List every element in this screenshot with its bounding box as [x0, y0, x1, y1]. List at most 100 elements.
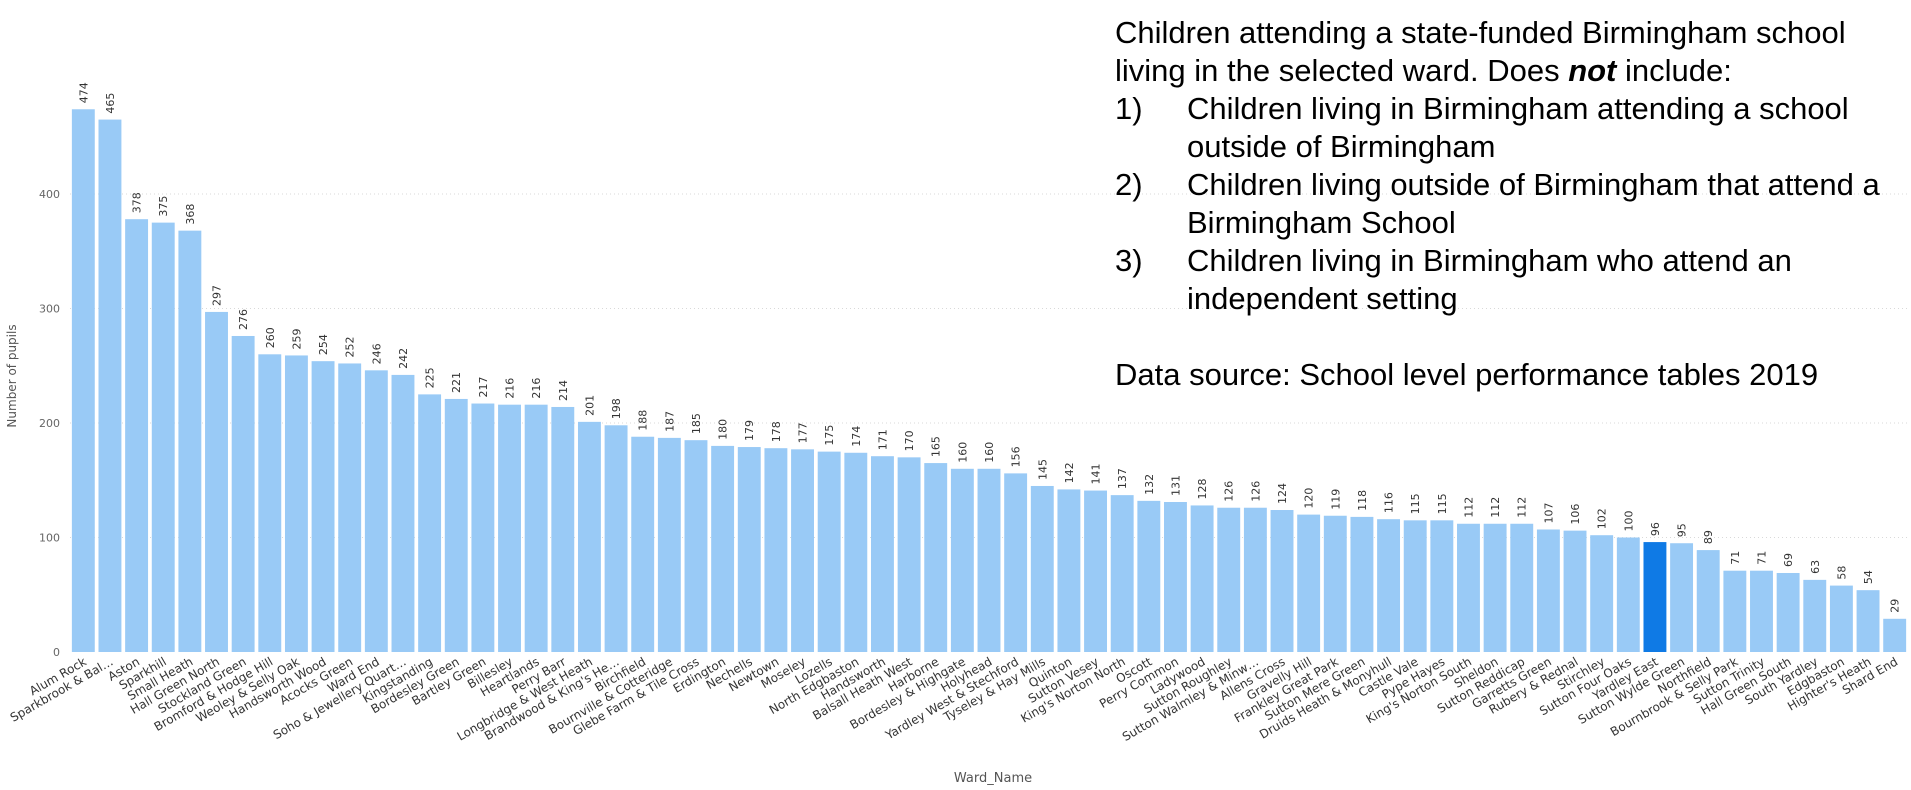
bar[interactable] — [1643, 542, 1667, 652]
note-item: 3) Children living in Birmingham who atte… — [1115, 243, 1792, 316]
bar-value-label: 145 — [1036, 459, 1049, 480]
bar[interactable] — [1243, 507, 1267, 652]
bar-value-label: 112 — [1516, 497, 1529, 518]
bar[interactable] — [950, 468, 974, 652]
bar-value-label: 225 — [424, 367, 437, 388]
bar-value-label: 368 — [184, 204, 197, 225]
bar[interactable] — [1190, 505, 1214, 652]
bar-value-label: 259 — [290, 328, 303, 349]
bar[interactable] — [870, 456, 894, 652]
bar[interactable] — [1430, 520, 1454, 652]
bar[interactable] — [205, 311, 228, 652]
bar[interactable] — [1803, 579, 1827, 652]
bar[interactable] — [924, 463, 948, 652]
bar[interactable] — [178, 230, 202, 652]
bar[interactable] — [684, 440, 708, 652]
bar[interactable] — [737, 447, 761, 652]
bar-value-label: 132 — [1143, 474, 1156, 495]
y-tick-label: 400 — [39, 188, 60, 201]
bar[interactable] — [1377, 519, 1401, 652]
bar[interactable] — [764, 448, 788, 652]
bar-value-label: 260 — [264, 327, 277, 348]
bar-value-label: 160 — [983, 442, 996, 463]
bar[interactable] — [1536, 529, 1560, 652]
bar-value-label: 95 — [1676, 523, 1689, 537]
y-tick-label: 100 — [39, 532, 60, 545]
bar[interactable] — [844, 452, 868, 652]
bar[interactable] — [1030, 485, 1054, 652]
bar-value-label: 29 — [1889, 599, 1902, 613]
bar[interactable] — [471, 403, 495, 652]
bar[interactable] — [791, 449, 814, 652]
bar[interactable] — [1696, 550, 1720, 652]
bar[interactable] — [1270, 510, 1294, 652]
bar[interactable] — [498, 404, 521, 652]
bar[interactable] — [1510, 523, 1534, 652]
chart-note: Children attending a state-funded Birmin… — [1115, 14, 1895, 394]
bar[interactable] — [1137, 500, 1161, 652]
bar[interactable] — [1856, 590, 1880, 652]
bar-value-label: 178 — [770, 421, 783, 442]
bar[interactable] — [1590, 535, 1614, 652]
bar[interactable] — [1483, 523, 1507, 652]
bar[interactable] — [1563, 530, 1587, 652]
bar[interactable] — [817, 451, 841, 652]
bar[interactable] — [311, 361, 335, 652]
bar[interactable] — [1829, 585, 1853, 652]
bar[interactable] — [418, 394, 442, 652]
bar[interactable] — [1616, 537, 1640, 653]
bar[interactable] — [1110, 495, 1134, 652]
bar-value-label: 112 — [1489, 497, 1502, 518]
bar-value-label: 252 — [344, 336, 357, 357]
bar[interactable] — [1883, 618, 1907, 652]
bar[interactable] — [1670, 543, 1694, 652]
bar-value-label: 185 — [690, 413, 703, 434]
y-axis: 0 100 200 300 400 — [39, 188, 60, 659]
bar[interactable] — [1217, 507, 1241, 652]
y-axis-title: Number of pupils — [5, 324, 19, 427]
bar-value-label: 187 — [663, 411, 676, 432]
bar[interactable] — [657, 437, 681, 652]
bar[interactable] — [1323, 515, 1347, 652]
bar-value-label: 175 — [823, 425, 836, 446]
bar[interactable] — [897, 457, 921, 652]
bar[interactable] — [1084, 490, 1108, 652]
bar[interactable] — [258, 354, 282, 652]
bar[interactable] — [391, 374, 415, 652]
bar[interactable] — [977, 468, 1001, 652]
bar[interactable] — [1776, 572, 1800, 652]
bar[interactable] — [364, 370, 388, 652]
bar-value-label: 89 — [1702, 530, 1715, 544]
bar[interactable] — [1004, 473, 1028, 652]
bar[interactable] — [1057, 489, 1081, 652]
bar[interactable] — [1750, 570, 1773, 652]
bar[interactable] — [338, 363, 362, 652]
bar[interactable] — [151, 222, 175, 652]
bar-value-label: 63 — [1809, 560, 1822, 574]
bar[interactable] — [577, 421, 601, 652]
bar[interactable] — [1297, 514, 1321, 652]
x-axis-title: Ward_Name — [954, 771, 1032, 786]
bar[interactable] — [125, 219, 149, 652]
bar[interactable] — [284, 355, 308, 652]
bar[interactable] — [1350, 516, 1374, 652]
bar-value-label: 124 — [1276, 483, 1289, 504]
bar[interactable] — [71, 109, 95, 652]
y-tick-label: 300 — [39, 303, 60, 316]
bar[interactable] — [524, 404, 548, 652]
bar[interactable] — [1723, 570, 1747, 652]
bar[interactable] — [551, 406, 575, 652]
bar-value-label: 71 — [1729, 551, 1742, 565]
bar[interactable] — [711, 445, 735, 652]
bar[interactable] — [1164, 502, 1187, 652]
bar[interactable] — [231, 335, 255, 652]
note-intro: Children attending a state-funded Birmin… — [1115, 15, 1846, 88]
bar-value-label: 102 — [1596, 508, 1609, 529]
bar[interactable] — [444, 398, 468, 652]
bar[interactable] — [98, 119, 122, 652]
bar[interactable] — [1403, 520, 1427, 652]
bar[interactable] — [604, 425, 628, 652]
bar-value-label: 474 — [77, 82, 90, 103]
bar[interactable] — [631, 436, 655, 652]
bar[interactable] — [1457, 523, 1480, 652]
